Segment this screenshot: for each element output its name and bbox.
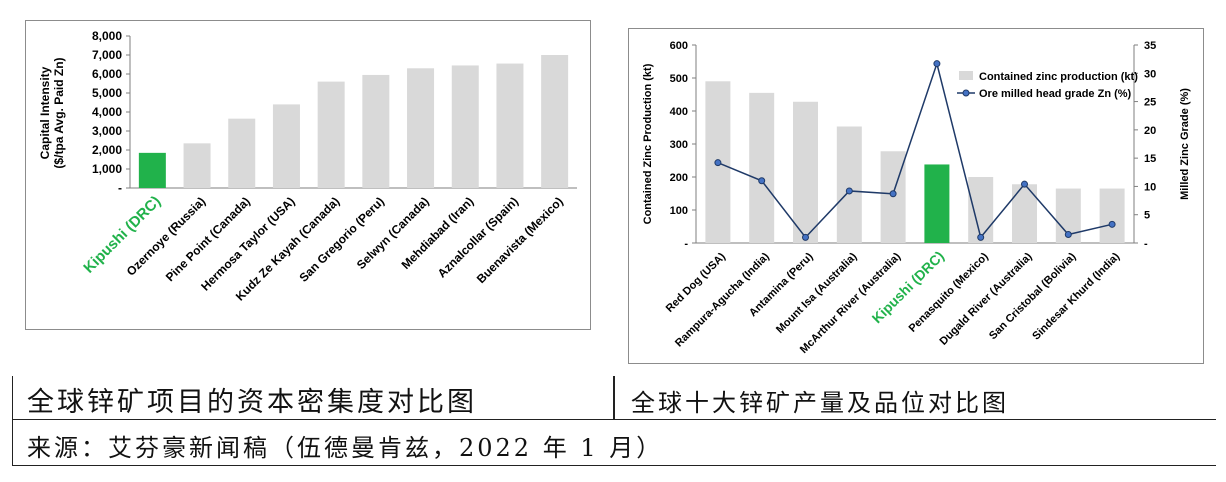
y-axis-label: Contained Zinc Production (kt) — [642, 63, 654, 224]
caption-divider — [613, 376, 615, 420]
legend-line-label: Ore milled head grade Zn (%) — [979, 88, 1132, 100]
grade-point — [802, 233, 809, 241]
y-tick-label: 1,000 — [92, 162, 122, 176]
y-tick-label: 500 — [670, 73, 688, 85]
bar — [407, 68, 435, 188]
bar — [836, 126, 862, 243]
zinc-production-chart: - 100 200 300 400 500 600 - 5 10 15 20 25 30 35 Contain… — [642, 40, 1191, 356]
y-axis-label: Capital Intensity($/tpa Avg. Paid Zn) — [38, 57, 66, 168]
bar — [541, 55, 569, 188]
bar — [1099, 188, 1125, 243]
source-row: 来源：艾芬豪新闻稿（伍德曼肯兹，2022 年 1 月） — [12, 420, 1216, 466]
x-tick-label: Buenavista (Mexico) — [474, 194, 566, 286]
x-tick-label: Pine Point (Canada) — [163, 194, 253, 284]
grade-point — [758, 177, 766, 185]
x-tick-label: Mount Isa (Australia) — [774, 250, 860, 336]
y2-tick-label: 10 — [1144, 181, 1156, 193]
left-chart-caption: 全球锌矿项目的资本密集度对比图 — [27, 387, 477, 418]
grade-point — [889, 190, 897, 198]
y-tick-label: 2,000 — [92, 143, 122, 157]
y-tick-label: 300 — [670, 139, 688, 151]
capital-intensity-chart: - 1,000 2,000 3,000 4,000 5,000 6,000 7,000 8,00… — [38, 29, 577, 304]
caption-row: 全球锌矿项目的资本密集度对比图 全球十大锌矿产量及品位对比图 — [12, 376, 1216, 420]
y2-tick-label: 20 — [1144, 125, 1156, 137]
y-tick-label: 3,000 — [92, 124, 122, 138]
bar — [1012, 184, 1037, 243]
y-tick-label: 6,000 — [92, 67, 122, 81]
bar — [924, 164, 950, 243]
bar — [272, 104, 300, 188]
zinc-production-chart-panel: - 100 200 300 400 500 600 - 5 10 15 20 25 30 35 Contain… — [628, 28, 1204, 364]
legend-line-marker — [962, 89, 970, 97]
bar — [138, 152, 166, 188]
y2-tick-label: 30 — [1144, 68, 1156, 80]
x-tick-label: San Cristobal (Bolivia) — [987, 250, 1079, 342]
y2-tick-label: 25 — [1144, 97, 1156, 109]
x-tick-label: Ozernoye (Russia) — [124, 194, 208, 278]
y2-tick-label: - — [1144, 238, 1148, 250]
y2-tick-label: 15 — [1144, 153, 1156, 165]
grade-point — [845, 187, 853, 195]
bar — [496, 63, 524, 188]
legend-bar-label: Contained zinc production (kt) — [979, 71, 1138, 83]
bar — [317, 81, 345, 188]
capital-intensity-chart-panel: - 1,000 2,000 3,000 4,000 5,000 6,000 7,000 8,00… — [25, 20, 591, 330]
grade-point — [933, 60, 941, 68]
bar — [183, 143, 211, 188]
bar — [749, 92, 775, 243]
y-tick-label: 7,000 — [92, 48, 122, 62]
y-tick-label: 600 — [670, 40, 688, 52]
source-note: 来源：艾芬豪新闻稿（伍德曼肯兹，2022 年 1 月） — [27, 434, 664, 462]
y2-tick-label: 5 — [1144, 210, 1150, 222]
x-tick-label: Sindesar Khurd (India) — [1030, 250, 1122, 342]
y-tick-label: 5,000 — [92, 86, 122, 100]
grade-point — [977, 233, 985, 241]
bar — [968, 177, 994, 243]
y-tick-label: - — [118, 181, 122, 195]
y-tick-label: 8,000 — [92, 29, 122, 43]
y-tick-label: 100 — [670, 205, 688, 217]
y-tick-label: 200 — [670, 172, 688, 184]
y2-tick-label: 35 — [1144, 40, 1156, 52]
bar — [362, 74, 390, 188]
x-tick-label: Kipushi (DRC) — [80, 193, 164, 277]
y2-axis-label: Milled Zinc Grade (%) — [1179, 88, 1191, 200]
grade-point — [1021, 180, 1028, 188]
x-tick-label: San Gregorio (Peru) — [296, 194, 387, 285]
grade-point — [714, 159, 722, 167]
grade-line — [717, 61, 1113, 239]
bar — [793, 101, 818, 243]
bar — [451, 65, 479, 188]
right-chart-caption: 全球十大锌矿产量及品位对比图 — [631, 389, 1009, 417]
x-tick-label: Aznalcollar (Spain) — [435, 194, 521, 280]
y-tick-label: 400 — [670, 106, 688, 118]
y-tick-label: 4,000 — [92, 105, 122, 119]
legend-bar-swatch — [959, 71, 973, 80]
grade-point — [1108, 220, 1116, 228]
bar — [228, 118, 256, 188]
y-tick-label: - — [684, 238, 688, 250]
grade-point — [1064, 231, 1072, 239]
